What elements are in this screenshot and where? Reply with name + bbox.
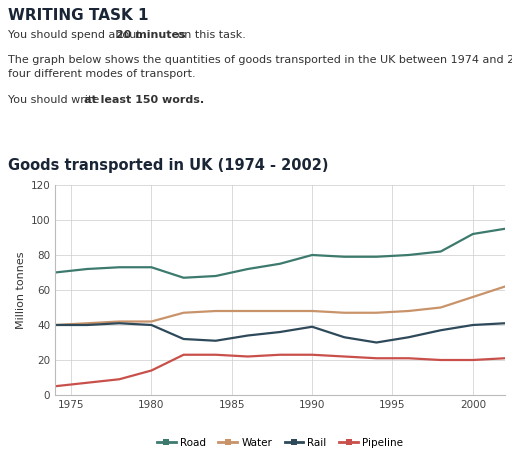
Text: on this task.: on this task. [174,30,246,40]
Text: 20 minutes: 20 minutes [116,30,186,40]
Text: four different modes of transport.: four different modes of transport. [8,69,196,79]
Text: WRITING TASK 1: WRITING TASK 1 [8,8,148,23]
Text: Goods transported in UK (1974 - 2002): Goods transported in UK (1974 - 2002) [8,158,329,173]
Y-axis label: Million tonnes: Million tonnes [16,251,26,329]
Text: You should write: You should write [8,95,103,105]
Text: at least 150 words.: at least 150 words. [84,95,204,105]
Text: The graph below shows the quantities of goods transported in the UK between 1974: The graph below shows the quantities of … [8,55,512,65]
Text: You should spend about: You should spend about [8,30,144,40]
Legend: Road, Water, Rail, Pipeline: Road, Water, Rail, Pipeline [153,434,408,452]
